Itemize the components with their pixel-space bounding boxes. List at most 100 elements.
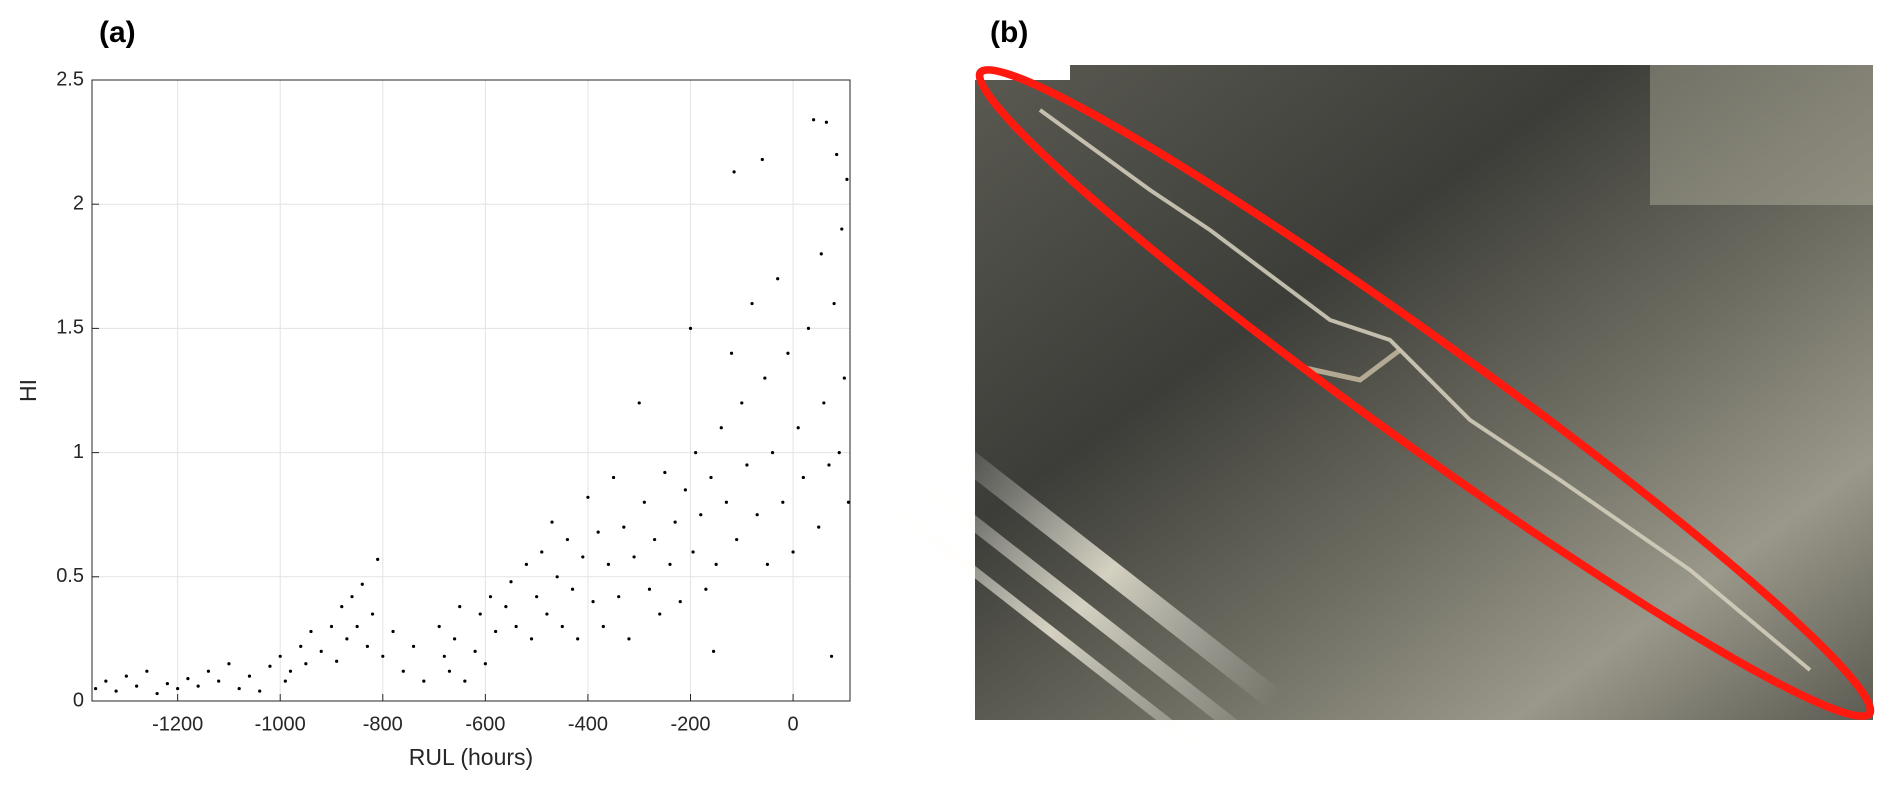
point <box>247 674 252 678</box>
point <box>724 500 729 504</box>
x-tick-label: -1000 <box>255 713 306 735</box>
point <box>335 659 339 663</box>
point <box>283 679 287 683</box>
point <box>829 654 834 658</box>
point <box>124 674 128 678</box>
point <box>114 689 118 693</box>
point <box>345 637 349 641</box>
point <box>365 644 370 648</box>
point <box>381 654 385 658</box>
point <box>835 152 839 157</box>
point <box>145 669 149 673</box>
point <box>596 530 600 534</box>
point <box>732 170 736 174</box>
point <box>842 376 846 380</box>
point <box>299 644 303 648</box>
x-tick-label: -1200 <box>152 713 203 735</box>
point <box>617 595 621 599</box>
point <box>196 684 200 688</box>
point <box>576 637 580 641</box>
point <box>586 495 590 499</box>
photo <box>858 65 1875 783</box>
y-tick-label: 2 <box>73 192 84 214</box>
y-tick-label: 1.5 <box>56 317 84 339</box>
point <box>765 562 770 566</box>
point <box>846 500 851 504</box>
point <box>504 605 508 609</box>
point <box>763 376 767 380</box>
point <box>509 580 513 584</box>
point <box>653 537 657 542</box>
point <box>473 649 477 653</box>
point <box>524 562 528 566</box>
point <box>135 684 139 688</box>
point <box>104 679 108 683</box>
point <box>581 555 585 559</box>
y-tick-label: 0 <box>73 689 84 711</box>
point <box>668 562 672 566</box>
point <box>688 326 693 330</box>
point <box>760 157 764 162</box>
point <box>165 682 169 686</box>
y-axis-label: HI <box>15 379 41 402</box>
point <box>494 629 498 634</box>
point <box>206 669 211 673</box>
point <box>719 426 723 430</box>
point <box>637 401 641 405</box>
point <box>678 600 682 604</box>
point <box>483 662 487 666</box>
point <box>837 451 841 455</box>
point <box>699 513 703 517</box>
point <box>447 669 452 673</box>
point <box>658 612 662 616</box>
point <box>535 595 539 599</box>
point <box>601 624 605 629</box>
point <box>824 120 829 124</box>
point <box>729 351 734 355</box>
point <box>340 605 344 609</box>
point <box>791 550 795 554</box>
point <box>845 177 849 181</box>
point <box>776 277 780 281</box>
point <box>740 401 744 405</box>
point <box>288 669 293 673</box>
point <box>691 550 695 554</box>
point <box>478 612 482 616</box>
point <box>401 669 405 673</box>
point <box>186 677 190 681</box>
point <box>555 575 559 579</box>
plot-area <box>92 80 850 701</box>
x-tick-label: 0 <box>788 713 799 735</box>
point <box>755 513 759 517</box>
point <box>376 557 380 562</box>
point <box>735 537 739 542</box>
y-tick-label: 0.5 <box>56 565 84 587</box>
point <box>647 587 652 591</box>
point <box>268 664 272 668</box>
point <box>694 451 698 455</box>
point <box>611 475 616 480</box>
point <box>437 624 441 629</box>
x-tick-label: -800 <box>363 713 403 735</box>
point <box>801 475 805 480</box>
x-axis-label: RUL (hours) <box>409 744 533 770</box>
x-tick-label: -600 <box>465 713 505 735</box>
point <box>711 649 716 653</box>
point <box>488 595 493 599</box>
point <box>370 612 375 616</box>
point <box>237 686 241 691</box>
point <box>176 686 180 691</box>
point <box>565 537 570 542</box>
point <box>355 624 359 629</box>
point <box>683 488 687 492</box>
point <box>463 679 467 683</box>
point <box>540 550 544 554</box>
point <box>663 470 667 475</box>
point <box>258 689 262 693</box>
point <box>391 629 395 634</box>
point <box>632 555 636 559</box>
point <box>278 654 282 658</box>
point <box>622 525 626 529</box>
point <box>709 475 713 480</box>
